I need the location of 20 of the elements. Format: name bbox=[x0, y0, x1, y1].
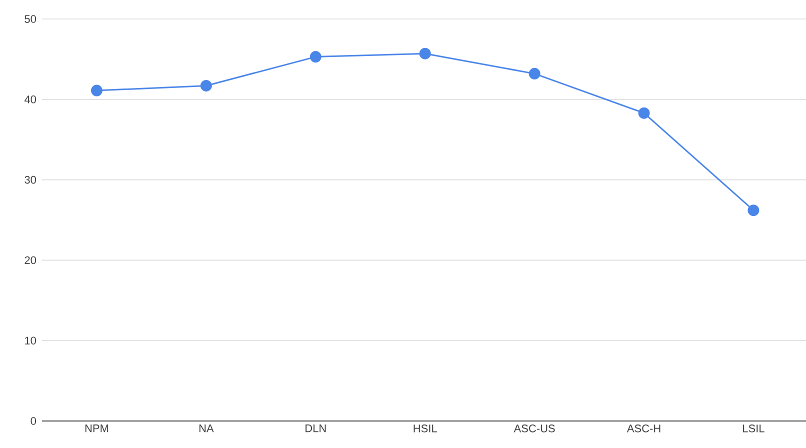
point bbox=[200, 80, 212, 92]
x-tick-label: ASC-H bbox=[626, 424, 660, 432]
y-tick-label: 10 bbox=[25, 336, 36, 344]
x-tick-label: HSIL bbox=[414, 424, 437, 432]
y-tick-label: 20 bbox=[24, 256, 36, 264]
point bbox=[528, 68, 540, 80]
x-tick-label: LSIL bbox=[743, 424, 764, 432]
y-tick-label: 40 bbox=[24, 96, 36, 104]
y-tick-label: 50 bbox=[24, 15, 36, 23]
x-tick-label: ASC-US bbox=[514, 424, 555, 432]
point bbox=[638, 107, 650, 119]
x-tick-label: NPM bbox=[85, 424, 108, 432]
point bbox=[419, 48, 431, 60]
x-tick-label: DLN bbox=[306, 424, 326, 432]
point bbox=[310, 51, 322, 63]
y-tick-label: 30 bbox=[24, 176, 36, 184]
x-tick-label: NA bbox=[199, 424, 214, 432]
point bbox=[90, 84, 102, 96]
point bbox=[748, 204, 760, 216]
y-tick-label: 0 bbox=[30, 417, 36, 425]
